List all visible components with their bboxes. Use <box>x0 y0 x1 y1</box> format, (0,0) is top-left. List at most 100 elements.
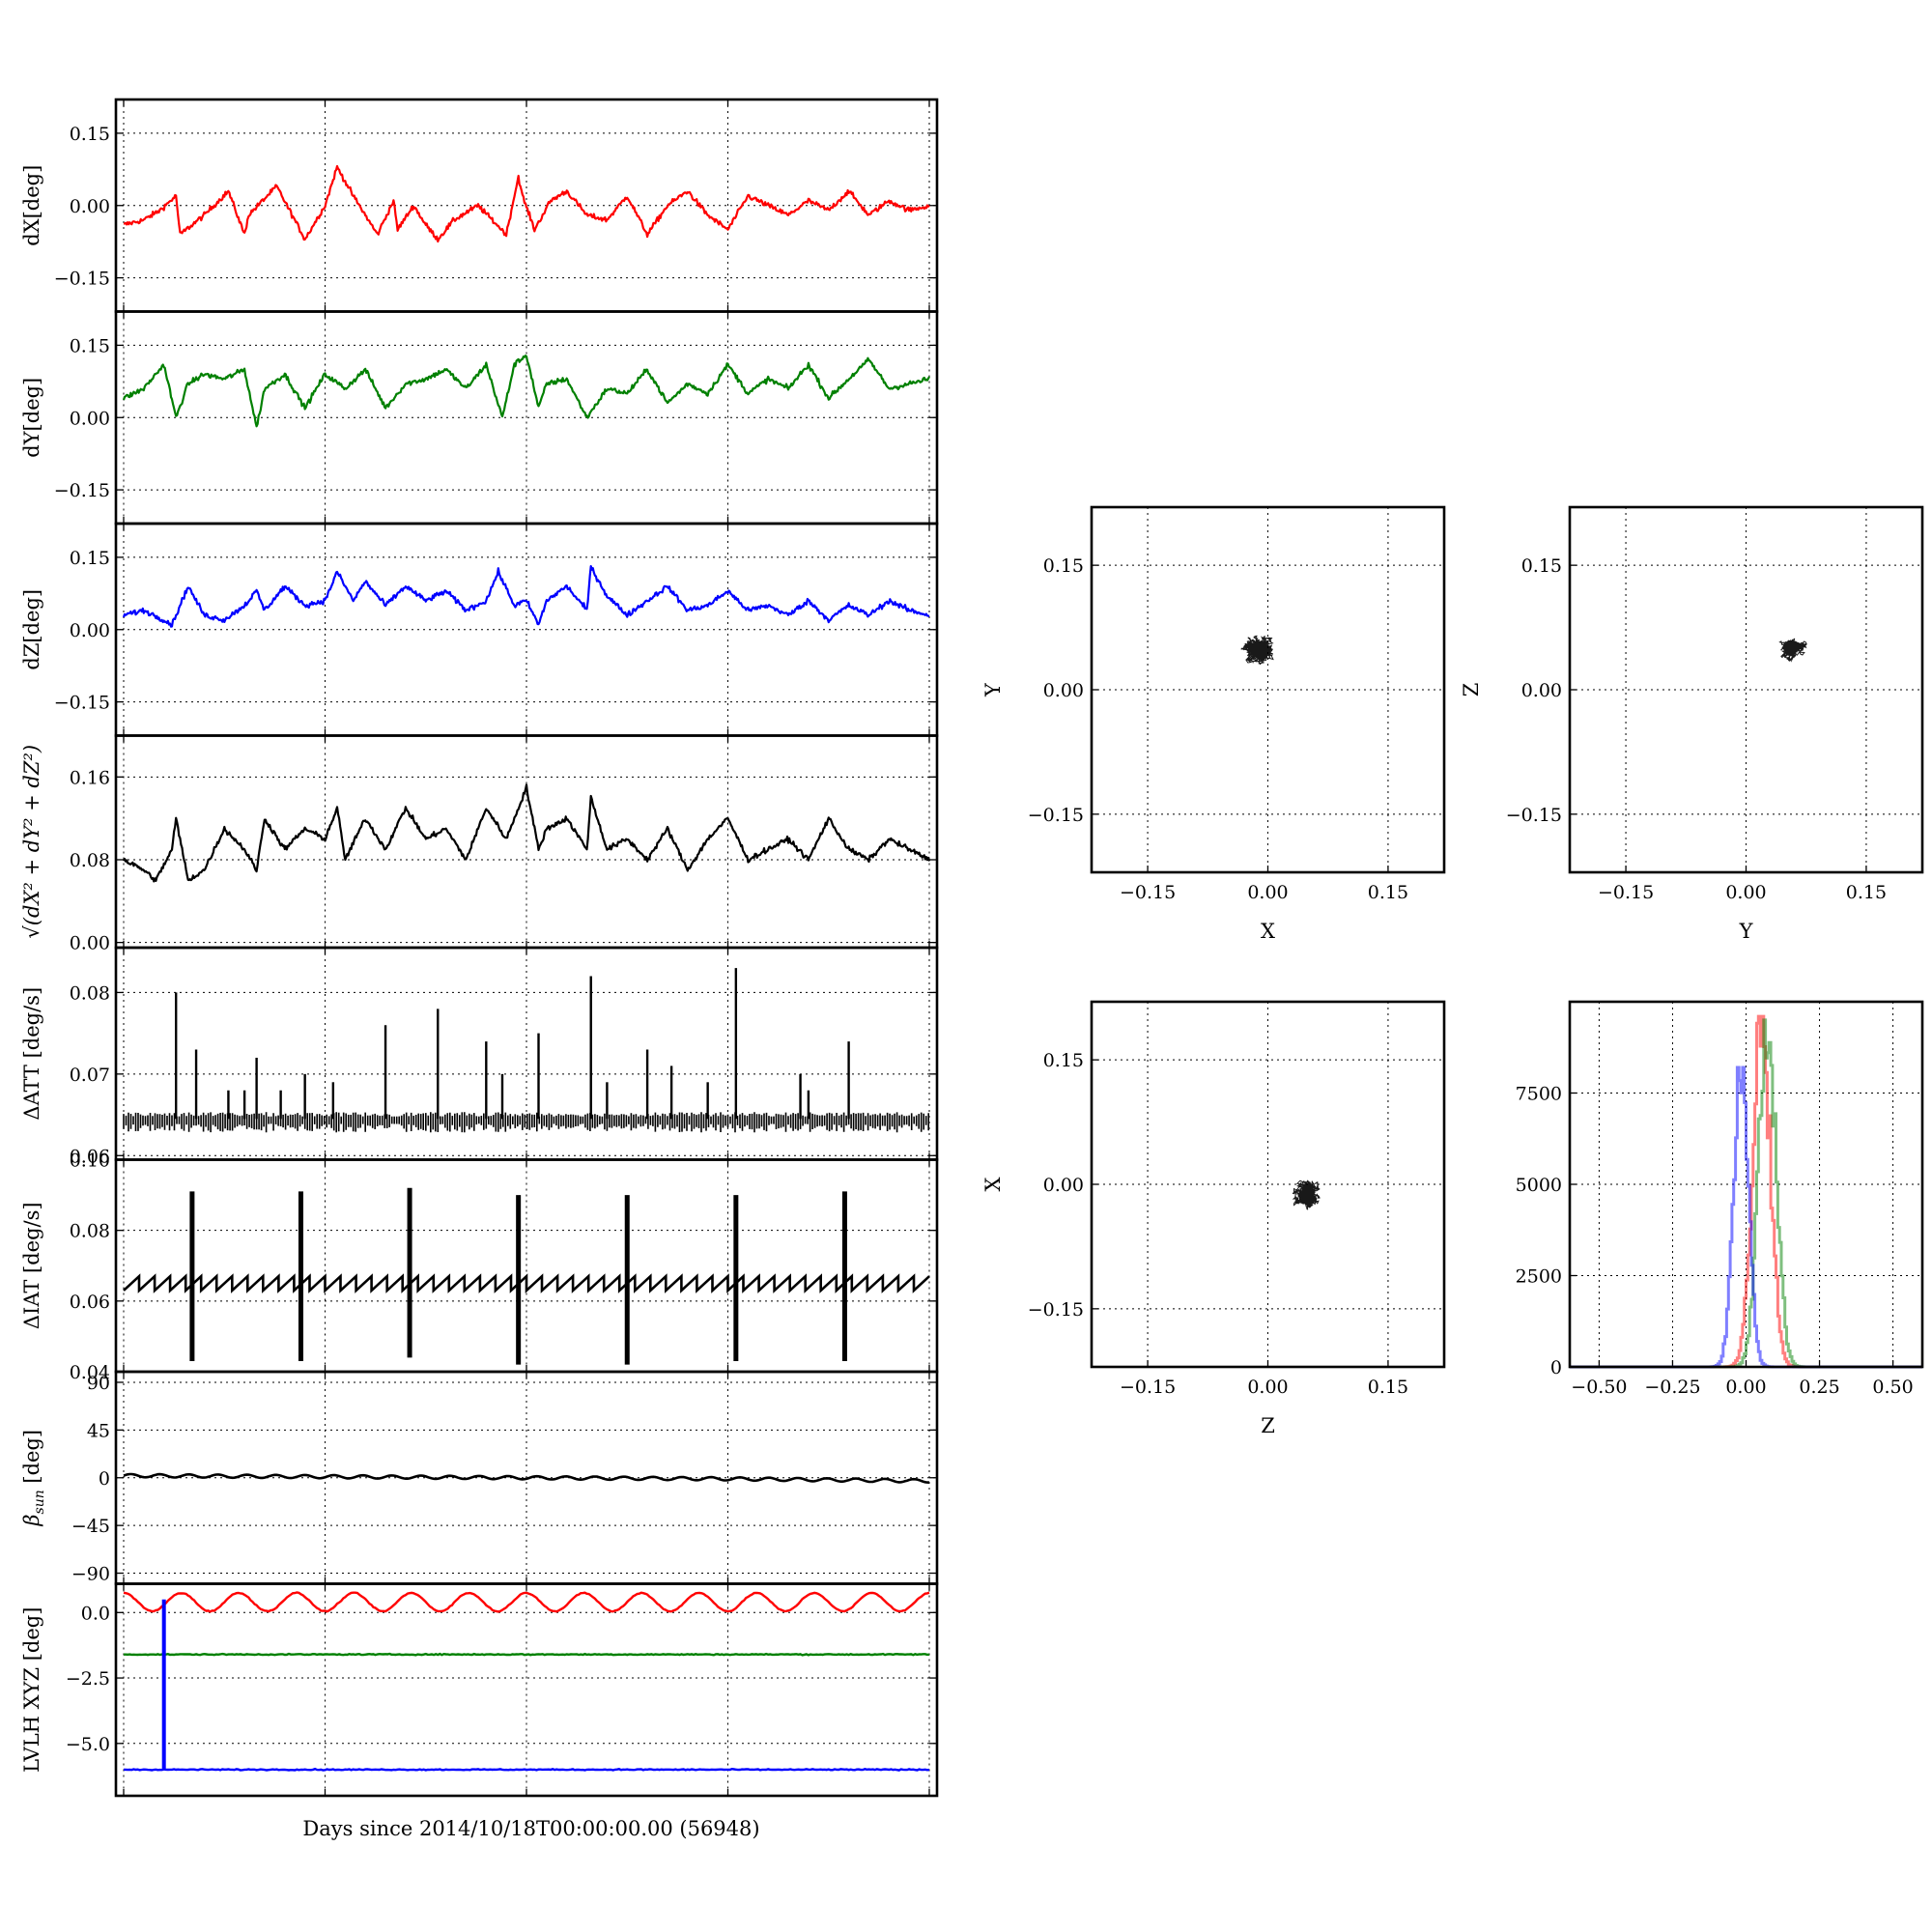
x-tick-label: 0.25 <box>1799 1377 1839 1398</box>
panel-dy: 0.15 0.00 −0.15 dY[deg] <box>20 310 939 526</box>
y-tick-label: 0.00 <box>1521 680 1562 701</box>
y-axis-label: ΔIAT [deg/s] <box>20 1202 43 1329</box>
y-tick-label: 0.06 <box>70 1292 110 1313</box>
y-tick-label: 0.15 <box>70 335 110 356</box>
x-tick-label: −0.15 <box>1120 882 1176 903</box>
series-lvlh-z <box>124 1767 930 1772</box>
panel-dz: 0.15 0.00 −0.15 dZ[deg] <box>20 522 939 737</box>
y-tick-label: 0.15 <box>1043 555 1084 577</box>
x-tick-label: 0.15 <box>1368 882 1408 903</box>
y-tick-label: 0 <box>1550 1357 1562 1378</box>
plot-area-beta <box>123 1472 930 1484</box>
x-tick-label: −0.25 <box>1644 1377 1700 1398</box>
y-tick-label: −5.0 <box>66 1734 110 1755</box>
y-axis-label: dZ[deg] <box>20 589 43 670</box>
x-tick-label: 0.00 <box>1247 882 1288 903</box>
series-lvlh-y <box>124 1652 930 1657</box>
y-tick-label: 0.00 <box>1043 680 1084 701</box>
y-tick-label: 0 <box>99 1468 110 1490</box>
axes-frame <box>1090 1000 1446 1369</box>
axes-frame <box>1090 505 1446 874</box>
x-axis-label: Days since 2014/10/18T00:00:00.00 (56948… <box>302 1817 759 1840</box>
plot-area-diat <box>123 1187 930 1365</box>
x-tick-label: 0.15 <box>1368 1377 1408 1398</box>
series-lvlh-x <box>123 1591 930 1613</box>
y-tick-label: 0.08 <box>70 850 110 871</box>
plot-area-lvlh <box>123 1591 930 1772</box>
x-tick-label: −0.15 <box>1598 882 1654 903</box>
plot-area-dz <box>122 565 930 628</box>
y-tick-label: −0.15 <box>54 269 110 290</box>
x-tick-label: −0.50 <box>1571 1377 1627 1398</box>
y-tick-label: 0.07 <box>70 1065 110 1086</box>
y-tick-label: −45 <box>71 1516 110 1537</box>
y-tick-label: 2500 <box>1516 1266 1562 1288</box>
y-tick-label: 0.16 <box>70 767 110 788</box>
y-tick-label: −90 <box>71 1564 110 1585</box>
y-axis-label: LVLH XYZ [deg] <box>20 1607 43 1773</box>
panel-zx: −0.15 0.00 0.15 0.15 0.00 −0.15 Z X <box>981 1000 1446 1437</box>
panel-dx: 0.15 0.00 −0.15 dX[deg] <box>20 98 939 313</box>
y-tick-label: 7500 <box>1516 1084 1562 1105</box>
series-dz <box>122 565 930 628</box>
y-tick-label: −2.5 <box>66 1668 110 1690</box>
series-mag <box>123 783 931 883</box>
x-tick-label: 0.15 <box>1846 882 1887 903</box>
plot-area-mag <box>123 783 931 883</box>
series-dy <box>122 355 930 428</box>
hist-series-x <box>1570 1014 1922 1369</box>
x-axis-label: Z <box>1261 1414 1275 1437</box>
y-tick-label: 0.15 <box>70 548 110 569</box>
time-series-panels: 0.150.00−0.15dX[deg]0.150.00−0.15dY[deg]… <box>20 98 939 1798</box>
y-tick-label: 0.06 <box>70 1146 110 1167</box>
series-diat <box>123 1273 930 1293</box>
series-dx <box>123 164 930 243</box>
scatter-trace-xy <box>1240 635 1274 666</box>
y-tick-label: 45 <box>87 1420 110 1441</box>
scatter-trace-zx <box>1292 1179 1321 1210</box>
panel-xy: −0.15 0.00 0.15 0.15 0.00 −0.15 X Y <box>981 505 1446 943</box>
y-axis-label: X <box>981 1177 1005 1191</box>
y-tick-label: 0.08 <box>70 1221 110 1242</box>
y-tick-label: 0.15 <box>1043 1050 1084 1071</box>
y-axis-label: ΔATT [deg/s] <box>20 987 43 1121</box>
y-tick-label: 90 <box>87 1373 110 1394</box>
series-beta <box>123 1472 930 1484</box>
axes-frame <box>1568 1000 1924 1369</box>
axes-frame <box>114 1582 939 1798</box>
y-tick-label: 0.08 <box>70 982 110 1004</box>
plot-area-datt <box>123 968 929 1133</box>
x-tick-label: −0.15 <box>1120 1377 1176 1398</box>
x-tick-label: 0.00 <box>1247 1377 1288 1398</box>
y-axis-label: βsun [deg] <box>20 1430 47 1527</box>
y-axis-label: Y <box>981 682 1005 697</box>
y-tick-label: 0.00 <box>70 620 110 641</box>
y-tick-label: 5000 <box>1516 1175 1562 1196</box>
y-tick-label: 0.15 <box>70 124 110 145</box>
y-axis-label: dY[deg] <box>20 378 43 458</box>
panel-datt: 0.08 0.07 0.06 ΔATT [deg/s] <box>20 946 939 1167</box>
x-tick-label: 0.00 <box>1725 1377 1766 1398</box>
plot-area-dy <box>122 355 930 428</box>
scatter-trace-yz <box>1778 638 1807 663</box>
panel-yz: −0.15 0.00 0.15 0.15 0.00 −0.15 Y Z <box>1460 505 1924 943</box>
y-tick-label: −0.15 <box>1028 805 1084 826</box>
y-tick-label: 0.0 <box>81 1603 110 1624</box>
y-tick-label: −0.15 <box>54 693 110 714</box>
x-tick-label: 0.00 <box>1725 882 1766 903</box>
y-tick-label: 0.00 <box>70 933 110 954</box>
x-tick-label: 0.50 <box>1872 1377 1913 1398</box>
panel-beta: 90 45 0 −45 −90 βsun [deg] <box>20 1370 939 1585</box>
y-tick-label: 0.04 <box>70 1362 110 1383</box>
axes-frame <box>1568 505 1924 874</box>
y-tick-label: 0.15 <box>1521 555 1562 577</box>
panel-lvlh: 0.0 −2.5 −5.0 LVLH XYZ [deg] <box>20 1582 939 1798</box>
y-tick-label: −0.15 <box>1506 805 1562 826</box>
x-axis-label: Y <box>1739 920 1754 943</box>
y-tick-label: 0.00 <box>70 196 110 217</box>
y-tick-label: 0.00 <box>70 408 110 429</box>
panel-mag: 0.16 0.08 0.00 √(dX² + dY² + dZ²) <box>20 734 939 954</box>
y-tick-label: 0.10 <box>70 1151 110 1172</box>
scatter-panels: −0.15 0.00 0.15 0.15 0.00 −0.15 X Y −0.15 0.00 0.1… <box>981 505 1924 1437</box>
